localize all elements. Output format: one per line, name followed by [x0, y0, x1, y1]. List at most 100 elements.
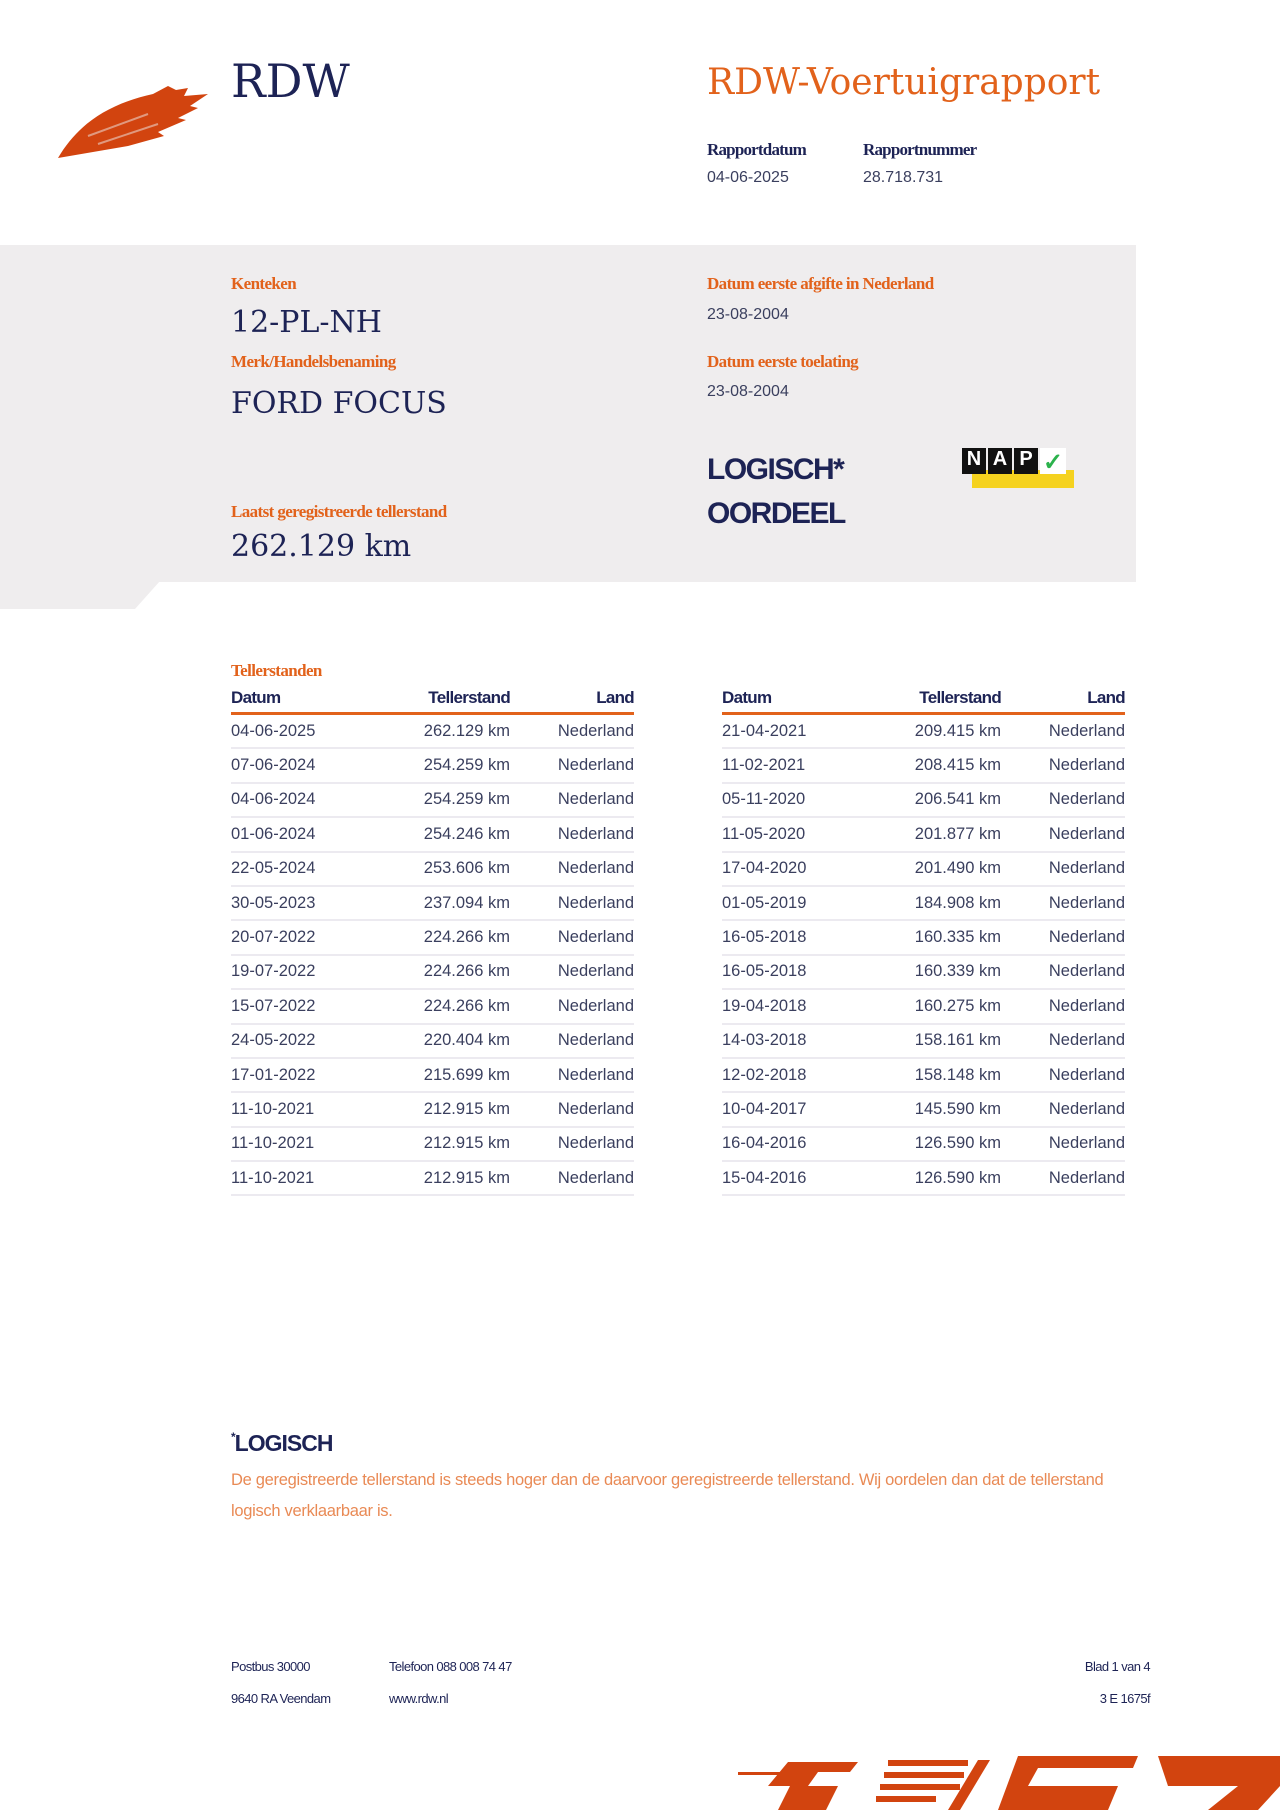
reading-date: 12-02-2018	[722, 1065, 807, 1084]
reading-date: 17-04-2020	[722, 859, 807, 878]
reading-country: Nederland	[1048, 928, 1125, 947]
reading-country: Nederland	[557, 893, 634, 912]
reading-row: 20-07-2022 224.266 km Nederland	[231, 921, 634, 956]
reading-row: 11-10-2021 212.915 km Nederland	[231, 1093, 634, 1128]
reading-date: 21-04-2021	[722, 721, 807, 740]
reading-country: Nederland	[557, 721, 634, 740]
make-label: Merk/Handelsbenaming	[231, 352, 396, 371]
nap-logo: N A P ✓	[962, 448, 1074, 488]
reading-country: Nederland	[557, 1099, 634, 1118]
readings-table-left: Datum Tellerstand Land 04-06-2025 262.129 k…	[231, 688, 635, 1197]
reading-row: 15-07-2022 224.266 km Nederland	[231, 990, 634, 1025]
reading-country: Nederland	[557, 1134, 634, 1153]
reading-row: 16-05-2018 160.335 km Nederland	[722, 921, 1125, 956]
reading-country: Nederland	[1048, 893, 1125, 912]
reading-row: 05-11-2020 206.541 km Nederland	[722, 784, 1125, 819]
reading-row: 19-07-2022 224.266 km Nederland	[231, 956, 634, 991]
reading-value: 160.339 km	[914, 962, 1001, 981]
reading-country: Nederland	[1048, 962, 1125, 981]
reading-value: 212.915 km	[423, 1134, 510, 1153]
reading-country: Nederland	[557, 859, 634, 878]
reading-row: 21-04-2021 209.415 km Nederland	[722, 715, 1125, 750]
footer-website[interactable]: www.rdw.nl	[389, 1691, 449, 1706]
reading-row: 01-05-2019 184.908 km Nederland	[722, 887, 1125, 922]
reading-value: 160.335 km	[914, 928, 1001, 947]
footer-page: Blad 1 van 4	[1084, 1659, 1151, 1674]
reading-date: 15-04-2016	[722, 1168, 807, 1187]
reading-value: 254.259 km	[423, 790, 510, 809]
reading-row: 22-05-2024 253.606 km Nederland	[231, 853, 634, 887]
odometer-label: Laatst geregistreerde tellerstand	[231, 502, 447, 521]
reading-date: 11-05-2020	[722, 824, 806, 843]
reading-row: 11-02-2021 208.415 km Nederland	[722, 749, 1125, 784]
verdict-label: OORDEEL	[707, 497, 846, 530]
reading-date: 01-06-2024	[231, 824, 316, 843]
reading-row: 19-04-2018 160.275 km Nederland	[722, 990, 1125, 1025]
reading-country: Nederland	[1048, 859, 1125, 878]
report-date: 04-06-2025	[707, 169, 789, 186]
reading-value: 224.266 km	[423, 962, 510, 981]
report-date-label: Rapportdatum	[707, 140, 807, 159]
check-icon: ✓	[1040, 448, 1066, 476]
reading-value: 224.266 km	[423, 928, 510, 947]
reading-value: 220.404 km	[423, 1031, 510, 1050]
reading-value: 254.246 km	[423, 824, 510, 843]
reading-date: 16-04-2016	[722, 1134, 807, 1153]
reading-date: 22-05-2024	[231, 859, 316, 878]
reading-country: Nederland	[1048, 1031, 1125, 1050]
reading-value: 224.266 km	[423, 996, 510, 1015]
reading-value: 212.915 km	[423, 1168, 510, 1187]
vehicle-summary-panel	[0, 245, 1136, 582]
reading-country: Nederland	[1048, 1134, 1125, 1153]
reading-row: 16-05-2018 160.339 km Nederland	[722, 956, 1125, 991]
reading-row: 11-10-2021 212.915 km Nederland	[231, 1128, 634, 1163]
reading-row: 11-10-2021 212.915 km Nederland	[231, 1162, 634, 1197]
nap-p-icon: P	[1014, 448, 1038, 474]
reading-date: 04-06-2025	[231, 721, 316, 740]
readings-title: Tellerstanden	[231, 661, 322, 680]
reading-date: 16-05-2018	[722, 928, 807, 947]
reading-row: 14-03-2018 158.161 km Nederland	[722, 1025, 1125, 1059]
reading-value: 209.415 km	[914, 721, 1001, 740]
col-date: Datum	[722, 688, 772, 707]
footer-code: 3 E 1675f	[1099, 1691, 1151, 1706]
plate-value: 12-PL-NH	[231, 305, 382, 340]
reading-value: 145.590 km	[914, 1099, 1001, 1118]
reading-country: Nederland	[1048, 756, 1125, 775]
reading-row: 30-05-2023 237.094 km Nederland	[231, 887, 634, 922]
reading-row: 17-04-2020 201.490 km Nederland	[722, 853, 1125, 887]
reading-value: 160.275 km	[914, 996, 1001, 1015]
reading-date: 30-05-2023	[231, 893, 316, 912]
reading-value: 206.541 km	[914, 790, 1001, 809]
reading-value: 201.490 km	[914, 859, 1001, 878]
reading-date: 24-05-2022	[231, 1031, 316, 1050]
reading-country: Nederland	[557, 996, 634, 1015]
panel-tab-shape	[0, 581, 1136, 609]
reading-date: 15-07-2022	[231, 996, 316, 1015]
reading-date: 07-06-2024	[231, 756, 316, 775]
reading-value: 184.908 km	[914, 893, 1001, 912]
reading-date: 11-02-2021	[722, 756, 806, 775]
reading-value: 126.590 km	[914, 1134, 1001, 1153]
reading-country: Nederland	[1048, 824, 1125, 843]
footnote-marker: *	[231, 1430, 236, 1444]
odometer-value: 262.129 km	[231, 529, 412, 564]
reading-date: 10-04-2017	[722, 1099, 807, 1118]
report-number-label: Rapportnummer	[863, 140, 977, 159]
first-admission-label: Datum eerste toelating	[707, 352, 859, 371]
reading-value: 201.877 km	[914, 824, 1001, 843]
reading-date: 04-06-2024	[231, 790, 316, 809]
readings-table-right: Datum Tellerstand Land 21-04-2021 209.415 k…	[722, 688, 1126, 1197]
reading-country: Nederland	[557, 790, 634, 809]
reading-row: 12-02-2018 158.148 km Nederland	[722, 1059, 1125, 1094]
reading-row: 11-05-2020 201.877 km Nederland	[722, 818, 1125, 853]
reading-date: 19-07-2022	[231, 962, 316, 981]
reading-row: 04-06-2025 262.129 km Nederland	[231, 715, 634, 750]
reading-country: Nederland	[1048, 1065, 1125, 1084]
reading-date: 16-05-2018	[722, 962, 807, 981]
reading-date: 11-10-2021	[231, 1134, 315, 1153]
col-reading: Tellerstand	[428, 688, 510, 707]
reading-date: 01-05-2019	[722, 893, 807, 912]
reading-date: 20-07-2022	[231, 928, 316, 947]
report-title: RDW-Voertuigrapport	[707, 62, 1101, 103]
